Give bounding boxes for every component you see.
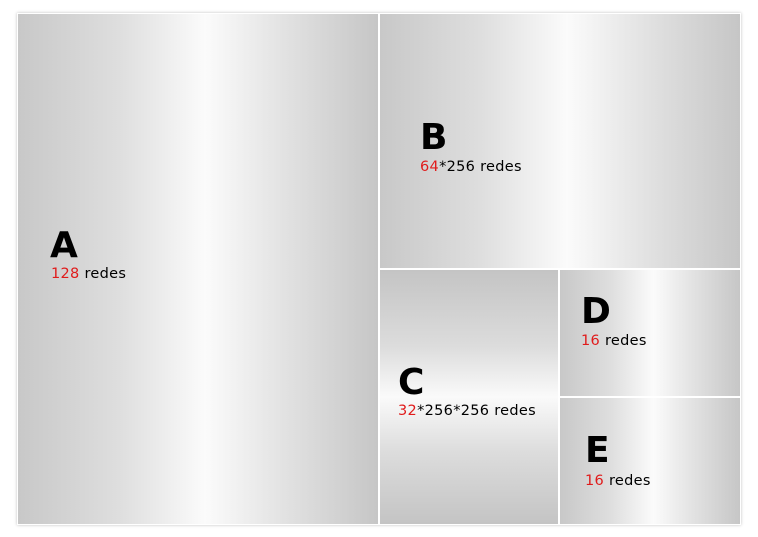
address-space-diagram: A 128 redes B 64*256 redes C 32*256*256 … <box>17 13 741 525</box>
block-e-suffix: redes <box>604 473 651 489</box>
block-b: B 64*256 redes <box>379 13 741 269</box>
block-a-caption: 128 redes <box>51 266 126 282</box>
block-c-letter: C <box>398 362 425 403</box>
block-d-suffix: redes <box>600 333 647 349</box>
block-a-suffix: redes <box>79 266 127 282</box>
block-e-count: 16 <box>585 473 605 489</box>
block-a-count: 128 <box>51 266 80 282</box>
block-d-count: 16 <box>581 333 601 349</box>
block-e-caption: 16 redes <box>585 473 651 489</box>
block-b-count: 64 <box>420 159 440 175</box>
block-c-count: 32 <box>398 403 418 419</box>
block-a: A 128 redes <box>17 13 379 525</box>
block-d: D 16 redes <box>559 269 741 397</box>
block-a-letter: A <box>50 225 78 266</box>
block-e-letter: E <box>585 430 610 471</box>
block-b-suffix: *256 redes <box>439 159 522 175</box>
block-d-caption: 16 redes <box>581 333 647 349</box>
block-b-letter: B <box>420 117 448 158</box>
block-d-letter: D <box>581 291 611 332</box>
block-b-caption: 64*256 redes <box>420 159 522 175</box>
block-c-caption: 32*256*256 redes <box>398 403 536 419</box>
block-c-suffix: *256*256 redes <box>417 403 536 419</box>
block-c: C 32*256*256 redes <box>379 269 559 525</box>
block-e: E 16 redes <box>559 397 741 525</box>
